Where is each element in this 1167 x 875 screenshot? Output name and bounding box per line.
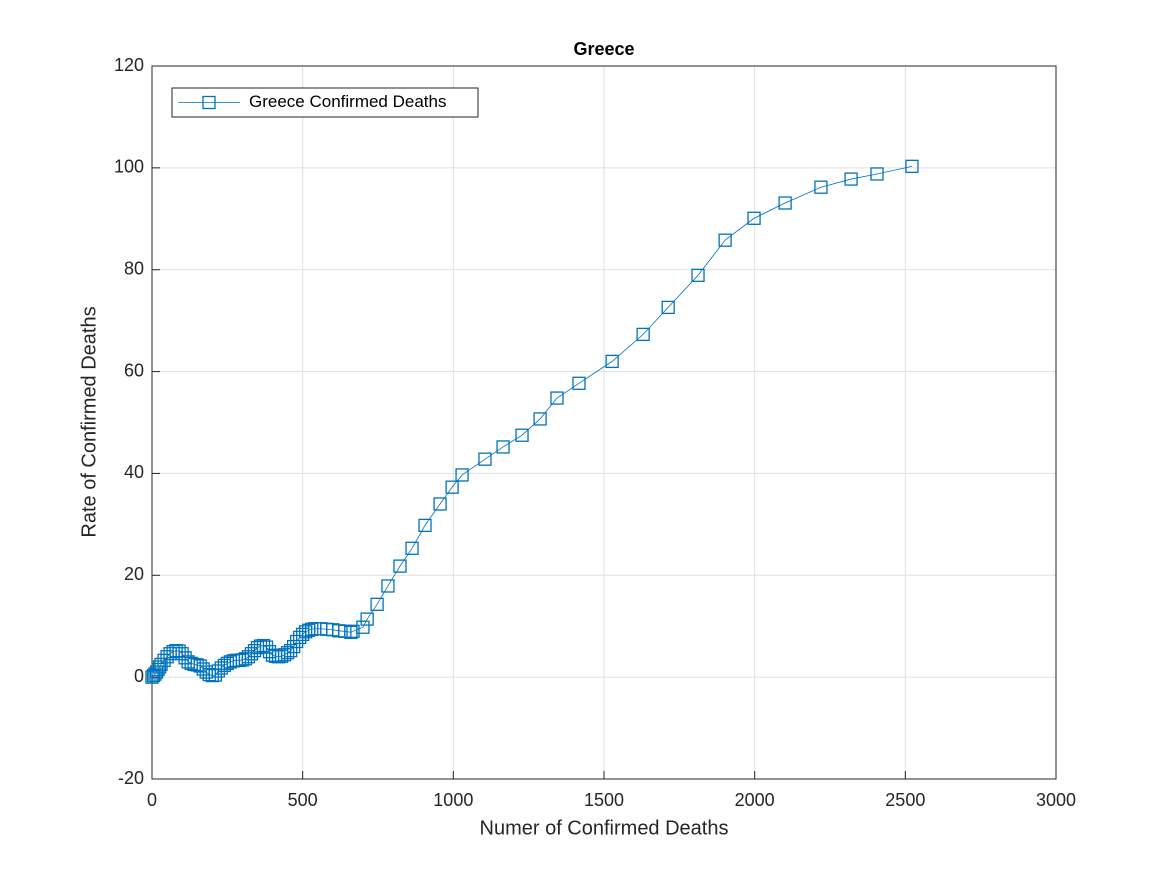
x-tick-label: 500	[288, 790, 318, 810]
data-point	[445, 480, 459, 494]
data-point	[905, 159, 919, 173]
data-point	[550, 391, 564, 405]
axes-box	[151, 65, 1057, 780]
data-point	[636, 327, 650, 342]
legend-marker	[202, 95, 216, 110]
data-point	[346, 624, 360, 638]
y-tick-label: 80	[124, 258, 144, 278]
data-point	[814, 180, 828, 194]
data-point	[778, 196, 792, 210]
y-tick-label: 100	[114, 157, 144, 177]
y-tick-label: 0	[134, 666, 144, 686]
legend-label: Greece Confirmed Deaths	[249, 92, 446, 111]
legend-box	[171, 87, 479, 118]
x-tick-label: 2500	[885, 790, 925, 810]
data-point	[718, 233, 732, 247]
data-point	[572, 376, 586, 390]
data-point	[533, 412, 547, 426]
data-point	[370, 597, 384, 611]
data-point	[478, 452, 492, 466]
data-point	[418, 518, 432, 533]
data-point	[691, 268, 705, 282]
data-point	[844, 172, 858, 186]
data-point	[360, 612, 374, 626]
chart-title: Greece	[573, 39, 634, 59]
y-tick-label: 120	[114, 55, 144, 75]
x-tick-label: 2000	[735, 790, 775, 810]
data-point	[433, 497, 447, 511]
data-point	[747, 211, 761, 225]
y-tick-label: -20	[118, 768, 144, 788]
x-tick-label: 3000	[1036, 790, 1076, 810]
y-tick-label: 60	[124, 360, 144, 380]
data-point	[605, 354, 619, 369]
data-point	[496, 440, 510, 454]
x-tick-label: 1000	[433, 790, 473, 810]
data-point	[393, 559, 407, 573]
x-tick-label: 0	[147, 790, 157, 810]
data-point	[455, 468, 469, 482]
data-point	[381, 579, 395, 593]
x-axis-label: Numer of Confirmed Deaths	[480, 817, 729, 839]
y-axis-label: Rate of Confirmed Deaths	[78, 306, 100, 537]
data-point	[149, 665, 164, 679]
x-tick-label: 1500	[584, 790, 624, 810]
y-tick-label: 40	[124, 462, 144, 482]
data-point	[405, 541, 419, 555]
y-tick-label: 20	[124, 564, 144, 584]
data-point	[515, 428, 529, 442]
data-point	[661, 300, 675, 315]
data-point	[870, 167, 884, 181]
data-point	[356, 620, 370, 634]
